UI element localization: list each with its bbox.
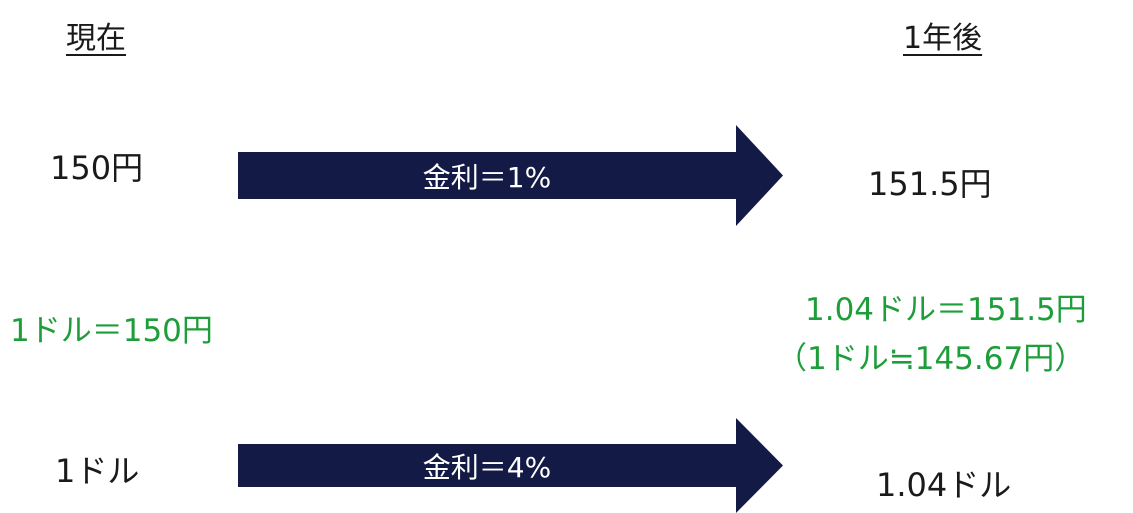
yen-later-value: 151.5円 [868,165,992,203]
exchange-rate-later-equivalent: （1ドル≒145.67円） [776,341,1086,377]
dollar-later-value: 1.04ドル [876,466,1012,504]
header-one-year-later: 1年後 [903,21,983,56]
dollar-interest-arrow: 金利＝4% [238,418,783,513]
arrow-right-icon [238,418,783,513]
yen-now-value: 150円 [50,149,144,187]
dollar-interest-rate-label: 金利＝4% [422,450,552,484]
arrow-right-icon [238,125,783,226]
yen-interest-rate-label: 金利＝1% [422,160,552,194]
header-now: 現在 [66,21,126,56]
dollar-now-value: 1ドル [55,452,140,490]
exchange-rate-now: 1ドル＝150円 [10,313,213,349]
yen-interest-arrow: 金利＝1% [238,125,783,226]
exchange-rate-later: 1.04ドル＝151.5円 [805,292,1087,328]
